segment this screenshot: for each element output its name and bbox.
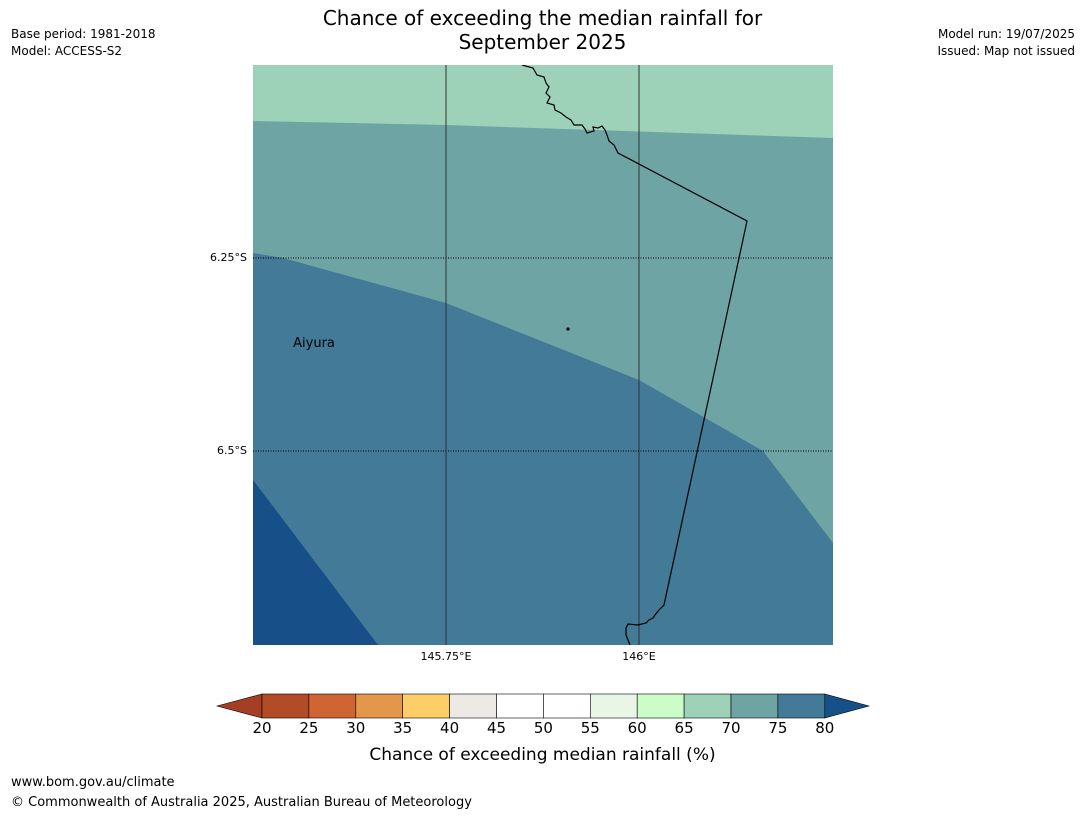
colorbar-segment	[636, 693, 685, 719]
rainfall-map[interactable]	[253, 65, 833, 645]
colorbar-segment	[402, 693, 450, 719]
border-line	[521, 65, 748, 645]
colorbar-tick-label: 35	[393, 719, 413, 737]
footer-copyright: © Commonwealth of Australia 2025, Austra…	[11, 795, 472, 810]
lon-label-146: 146°E	[622, 650, 656, 663]
band-above-80	[253, 480, 378, 645]
colorbar-tick-label: 75	[768, 719, 788, 737]
colorbar-tick-label: 80	[815, 719, 835, 737]
map-title: Chance of exceeding the median rainfall …	[0, 6, 1085, 54]
footer-url[interactable]: www.bom.gov.au/climate	[11, 775, 175, 790]
colorbar-segment	[543, 693, 591, 719]
aiyura-marker[interactable]	[566, 327, 570, 331]
issued-text: Issued: Map not issued	[937, 44, 1075, 58]
lat-label-6-5: 6.5°S	[217, 444, 247, 457]
colorbar-tick-label: 55	[580, 719, 600, 737]
colorbar-tick-label: 50	[533, 719, 553, 737]
colorbar-tick-label: 30	[346, 719, 366, 737]
colorbar-svg	[215, 693, 871, 719]
colorbar	[215, 692, 871, 720]
model-run-text: Model run: 19/07/2025	[937, 27, 1075, 41]
model-text: Model: ACCESS-S2	[11, 44, 123, 58]
colorbar-tick-label: 60	[627, 719, 647, 737]
map-svg	[253, 65, 833, 645]
meta-left: Base period: 1981-2018 Model: ACCESS-S2	[11, 26, 156, 60]
colorbar-segment	[589, 693, 638, 719]
colorbar-segment	[683, 693, 732, 719]
colorbar-tick-label: 25	[299, 719, 319, 737]
colorbar-over-arrow	[824, 693, 871, 719]
colorbar-segment	[777, 693, 826, 719]
colorbar-segment	[730, 693, 779, 719]
band-75-80	[253, 253, 833, 645]
colorbar-segment	[355, 693, 404, 719]
colorbar-segment	[308, 693, 357, 719]
place-label-aiyura: Aiyura	[293, 336, 335, 351]
colorbar-tick-label: 65	[674, 719, 694, 737]
title-line-2: September 2025	[458, 30, 627, 54]
lon-label-145-75: 145.75°E	[420, 650, 472, 663]
lat-label-6-25: 6.25°S	[210, 251, 247, 264]
colorbar-segment	[449, 693, 497, 719]
base-period-text: Base period: 1981-2018	[11, 27, 156, 41]
colorbar-label: Chance of exceeding median rainfall (%)	[369, 745, 716, 765]
colorbar-segment	[496, 693, 544, 719]
meta-right: Model run: 19/07/2025 Issued: Map not is…	[937, 26, 1075, 60]
title-line-1: Chance of exceeding the median rainfall …	[322, 6, 763, 30]
colorbar-tick-label: 70	[721, 719, 741, 737]
colorbar-segment	[261, 693, 310, 719]
colorbar-tick-label: 45	[486, 719, 507, 737]
colorbar-tick-label: 20	[252, 719, 272, 737]
colorbar-tick-label: 40	[440, 719, 460, 737]
colorbar-under-arrow	[215, 693, 263, 719]
